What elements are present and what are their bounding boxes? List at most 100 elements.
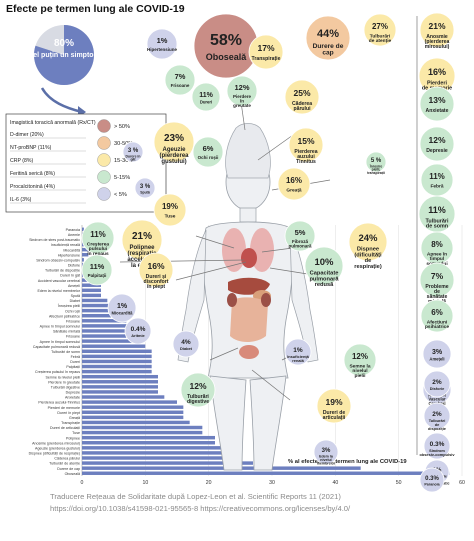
circle-value: 16%	[147, 261, 164, 271]
circle-label: de somn	[426, 224, 448, 230]
circle-label: Diabet	[180, 346, 193, 351]
source-urls[interactable]: https://doi.org/10.1038/s41598-021-95565…	[50, 504, 351, 513]
circle-label: membrelor	[317, 462, 336, 466]
category-label: Apnee în timpul somnului	[40, 325, 81, 329]
category-label: Tulburări digestive	[51, 385, 80, 389]
legend-swatch	[97, 136, 111, 150]
bar	[82, 303, 114, 308]
lab-marker-label: Procalcitonină (4%)	[10, 184, 55, 190]
circle-value: 6%	[431, 308, 443, 317]
circle-label: pulmonară	[288, 243, 312, 248]
bar	[82, 405, 184, 409]
category-label: Anosmie (pierderea mirosului)	[32, 441, 80, 445]
symptom-circle: 16% Greață	[277, 167, 311, 201]
attribution-line: Traducere Rețeaua de Solidaritate după L…	[50, 492, 341, 501]
category-label: Pierdere în greutate	[48, 380, 80, 384]
circle-label: Înroșire	[369, 163, 383, 168]
x-tick-label: 10	[142, 480, 148, 486]
legend-swatch	[97, 187, 111, 201]
circle-label: pulsului	[89, 246, 107, 252]
category-label: Înroșirea pielii	[57, 304, 80, 308]
circle-label: Tinnitus	[296, 159, 316, 165]
category-label: Afecțiuni psihiatrice	[49, 314, 80, 318]
circle-value: 3%	[322, 448, 331, 454]
bar	[82, 283, 101, 287]
category-label: Oboseală	[65, 472, 80, 476]
circle-value: 8%	[431, 240, 443, 249]
circle-value: 0.4%	[131, 326, 146, 333]
circle-label: Probleme	[425, 284, 448, 290]
x-tick-label: 40	[332, 480, 338, 486]
bar	[82, 410, 184, 414]
circle-value: 19%	[162, 202, 178, 211]
circle-label: cap	[322, 50, 333, 57]
category-label: Anxietate	[65, 396, 80, 400]
circle-label: Insuficiență	[287, 354, 309, 359]
circle-label: Depresie	[426, 148, 448, 154]
circle-label: Paranoia	[424, 483, 440, 487]
bar	[82, 359, 152, 364]
category-label: Căderea părului	[54, 457, 80, 461]
circle-value: 7%	[431, 271, 444, 281]
circle-label: greutate	[233, 103, 251, 108]
bar	[82, 253, 89, 257]
bar	[82, 430, 203, 435]
legend-swatch	[97, 170, 111, 184]
circle-value: 16%	[286, 176, 302, 185]
circle-label: Febră	[430, 183, 443, 189]
circle-label: Fibroză	[292, 239, 308, 244]
category-label: Ageuzie (pierderea gustului)	[35, 446, 80, 450]
circle-label: (pierderea	[425, 39, 450, 45]
lab-marker-label: NT-proBNP (11%)	[10, 145, 52, 151]
category-label: Apnee în timpul somnului	[40, 340, 81, 344]
bar	[82, 334, 127, 338]
category-label: Dispnee (dificultăți de respirație)	[29, 452, 80, 456]
circle-label: Pierdere	[233, 94, 252, 99]
circle-label: Dureri și	[146, 274, 167, 280]
bar	[82, 374, 158, 379]
circle-value: 11%	[90, 262, 105, 271]
circle-label: Dureri	[200, 99, 212, 104]
circle-label: pulmonară	[309, 276, 339, 282]
circle-label: Miocardită	[112, 310, 134, 315]
circle-value: 10%	[314, 257, 334, 268]
circle-label: Pierderea	[294, 149, 317, 155]
circle-value: 23%	[164, 133, 184, 144]
circle-value: 3%	[432, 349, 443, 356]
x-tick-label: 50	[396, 480, 402, 486]
bar	[82, 390, 158, 394]
legend-swatch	[97, 153, 111, 167]
bar	[82, 247, 89, 252]
circle-value: 2%	[432, 411, 442, 418]
category-label: Palpitații	[66, 365, 80, 369]
category-label: Tulburări de dispoziție	[45, 269, 80, 273]
bar	[82, 344, 146, 348]
category-label: Dureri	[70, 360, 80, 364]
circle-value: 11%	[428, 205, 446, 215]
category-label: Pierderi de memorie	[48, 406, 80, 410]
circle-label: disconfort	[144, 279, 169, 285]
circle-value: 27%	[372, 22, 388, 31]
circle-value: 7%	[175, 72, 186, 81]
circle-label: Hipertensiune	[147, 47, 178, 52]
bar	[82, 354, 152, 359]
x-tick-labels: 0 10 20 30 40 50 60	[81, 480, 465, 486]
category-label: Hipertensiune	[58, 253, 80, 257]
pie-arrow	[40, 87, 83, 114]
circle-label: Durere de	[313, 43, 344, 50]
symptom-circle: 7%Problemedesănătatemintală	[419, 262, 455, 305]
x-tick-label: 30	[269, 480, 275, 486]
circle-label: Tulburări	[187, 394, 209, 400]
bar	[82, 288, 101, 293]
category-label: Dureri în piept	[57, 411, 80, 415]
